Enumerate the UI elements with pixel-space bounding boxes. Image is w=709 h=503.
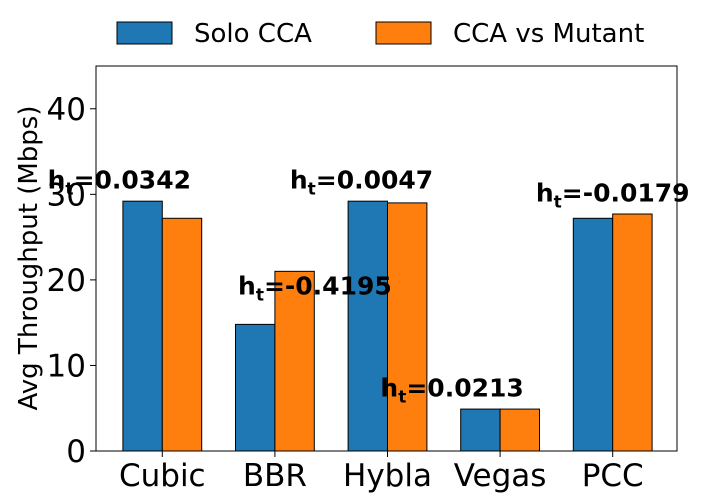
bar-hybla-series-2 [387, 202, 428, 452]
y-tick-label: 40 [47, 92, 86, 128]
y-tick-label: 20 [47, 263, 86, 299]
y-tick-label: 10 [47, 348, 86, 384]
bar-cubic-series-2 [161, 217, 203, 452]
x-tick-label-pcc: PCC [582, 458, 644, 494]
legend-label-2: CCA vs Mutant [453, 19, 644, 49]
bar-hybla-series-1 [347, 200, 389, 452]
bar-cubic-series-1 [122, 200, 163, 452]
annotations: ht=0.0342 ht=-0.4195 ht=0.0047 ht=0.0213 ht=… [48, 166, 690, 408]
annotation-pcc: ht=-0.0179 [536, 178, 690, 212]
x-tick-label-vegas: Vegas [454, 458, 547, 494]
y-axis-label: Avg Throughput (Mbps) [14, 106, 44, 411]
bar-bbr-series-2 [274, 270, 315, 452]
y-axis: 0 10 20 30 40 [47, 92, 96, 470]
annotation-bbr: ht=-0.4195 [238, 272, 392, 306]
legend-label-1: Solo CCA [194, 19, 312, 49]
x-tick-label-hybla: Hybla [343, 458, 432, 494]
legend: Solo CCA CCA vs Mutant [116, 19, 644, 49]
legend-swatch-2 [375, 21, 432, 45]
bar-vegas-series-2 [499, 408, 541, 452]
annotation-cubic: ht=0.0342 [48, 166, 191, 200]
bar-vegas-series-1 [460, 408, 501, 452]
bar-bbr-series-1 [235, 323, 276, 452]
y-tick-label: 0 [66, 434, 86, 470]
y-tick-label: 30 [47, 177, 86, 213]
bars [122, 200, 653, 452]
legend-swatch-1 [116, 21, 173, 45]
plot-frame [95, 65, 678, 452]
bar-pcc-series-1 [572, 217, 614, 452]
bar-pcc-series-2 [612, 213, 653, 452]
annotation-hybla: ht=0.0047 [290, 166, 433, 200]
annotation-vegas: ht=0.0213 [380, 374, 523, 408]
x-axis: Cubic BBR Hybla Vegas PCC [119, 451, 644, 494]
x-tick-label-bbr: BBR [243, 458, 307, 494]
x-tick-label-cubic: Cubic [119, 458, 206, 494]
